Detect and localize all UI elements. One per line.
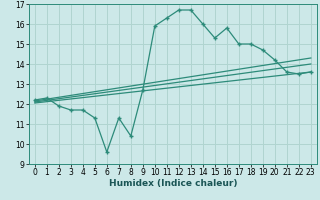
X-axis label: Humidex (Indice chaleur): Humidex (Indice chaleur) xyxy=(108,179,237,188)
